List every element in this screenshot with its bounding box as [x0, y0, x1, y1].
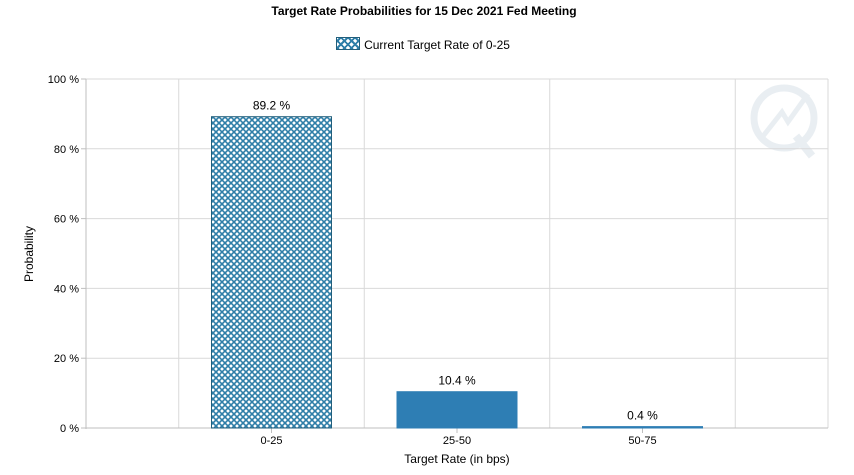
y-tick-label: 100 %	[48, 74, 79, 86]
y-tick-label: 40 %	[54, 283, 79, 295]
y-tick-label: 20 %	[54, 353, 79, 365]
data-label-25-50: 10.4 %	[438, 374, 476, 388]
y-tick-label: 0 %	[60, 423, 79, 435]
bar-25-50	[396, 391, 518, 429]
y-tick-label: 60 %	[54, 214, 79, 226]
x-axis-title: Target Rate (in bps)	[404, 452, 509, 466]
y-axis-title: Probability	[22, 226, 36, 282]
x-tick-label-50-75: 50-75	[628, 435, 656, 447]
legend: Current Target Rate of 0-25	[0, 37, 846, 52]
bar-layer: 89.2 % 10.4 % 0.4 %	[211, 99, 703, 429]
legend-swatch	[336, 37, 361, 50]
x-tick-label-25-50: 25-50	[443, 435, 471, 447]
bar-50-75	[582, 426, 703, 429]
legend-label: Current Target Rate of 0-25	[364, 38, 510, 52]
axis-layer: 0 % 20 % 40 % 60 % 80 % 100 % 0-25 25-50 50-75	[48, 74, 828, 447]
watermark-logo-icon	[750, 84, 818, 159]
chart-title: Target Rate Probabilities for 15 Dec 202…	[271, 4, 577, 18]
y-tick-label: 80 %	[54, 144, 79, 156]
grid-layer	[86, 78, 829, 429]
x-tick-label-0-25: 0-25	[260, 435, 282, 447]
data-label-50-75: 0.4 %	[627, 409, 658, 423]
bar-0-25	[211, 116, 332, 429]
data-label-0-25: 89.2 %	[253, 99, 291, 113]
